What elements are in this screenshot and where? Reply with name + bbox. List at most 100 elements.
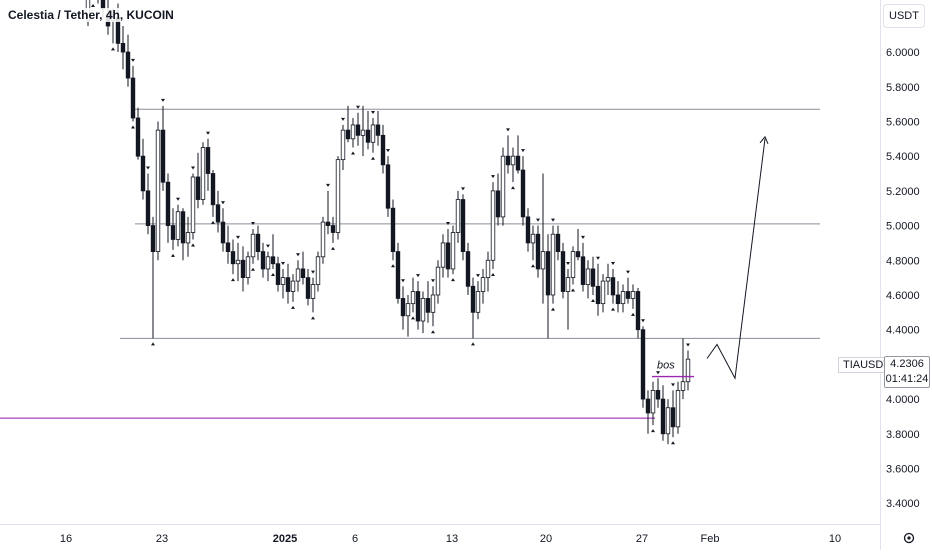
- pivot-high-marker: [551, 218, 555, 222]
- pivot-high-marker: [311, 270, 315, 274]
- candle-body: [320, 221, 326, 258]
- pivot-low-marker: [371, 156, 375, 160]
- candle: [280, 261, 286, 299]
- candle: [530, 225, 536, 268]
- candle: [435, 260, 441, 304]
- candle: [570, 246, 576, 292]
- candle-body: [610, 277, 616, 296]
- candle-body: [200, 147, 206, 200]
- candle: [605, 263, 611, 295]
- price-tick-label: 5.6000: [886, 116, 920, 128]
- candle-body: [465, 251, 471, 287]
- candle-body: [410, 291, 416, 305]
- pivot-high-marker: [626, 270, 630, 274]
- candle-body: [650, 389, 656, 414]
- candle: [190, 166, 196, 247]
- time-tick-label: Feb: [701, 533, 720, 545]
- candle-body: [600, 280, 606, 305]
- price-tick-label: 3.8000: [886, 429, 920, 441]
- pivot-high-marker: [641, 319, 645, 323]
- candle: [645, 390, 651, 434]
- pivot-high-marker: [431, 279, 435, 283]
- candle-body: [325, 221, 331, 226]
- candle-body: [480, 277, 486, 292]
- candle: [620, 284, 626, 313]
- pivot-low-marker: [331, 246, 335, 250]
- candle-body: [440, 242, 446, 268]
- candle: [120, 26, 126, 70]
- pivot-low-marker: [511, 186, 515, 190]
- candle: [515, 135, 521, 174]
- candle-body: [385, 164, 391, 209]
- candle-body: [380, 134, 386, 166]
- pivot-high-marker: [236, 235, 240, 239]
- pivot-low-marker: [531, 264, 535, 268]
- price-tick-label: 4.6000: [886, 290, 920, 302]
- symbol-title[interactable]: Celestia / Tether, 4h, KUCOIN: [6, 8, 176, 22]
- candle: [255, 225, 261, 261]
- candle-body: [335, 159, 341, 233]
- candle: [355, 105, 361, 146]
- candle: [160, 98, 166, 191]
- gear-icon[interactable]: [902, 531, 916, 545]
- candle-body: [215, 204, 221, 223]
- time-tick-label: 23: [156, 533, 168, 545]
- time-axis-border: [0, 524, 880, 525]
- axis-layer: 6.20006.00005.80005.60005.40005.20005.00…: [60, 12, 920, 545]
- candle: [560, 242, 566, 299]
- candle: [585, 260, 591, 299]
- candle: [305, 268, 311, 306]
- candle-body: [635, 291, 641, 331]
- price-tick-label: 5.2000: [886, 186, 920, 198]
- candle: [140, 138, 146, 200]
- pivot-low-marker: [251, 267, 255, 271]
- candle-body: [125, 51, 131, 79]
- pivot-low-marker: [311, 316, 315, 320]
- candle-body: [540, 251, 546, 270]
- candle-body: [495, 190, 501, 218]
- pivot-low-marker: [571, 288, 575, 292]
- candle: [330, 216, 336, 250]
- pivot-high-marker: [221, 201, 225, 205]
- candle-body: [210, 173, 216, 206]
- candle: [350, 117, 356, 155]
- candle: [125, 34, 131, 87]
- candle: [555, 225, 561, 261]
- candle-body: [665, 407, 671, 435]
- candle: [215, 190, 221, 233]
- candle-body: [225, 242, 231, 252]
- candle: [415, 274, 421, 330]
- candle-body: [525, 216, 531, 244]
- candle: [545, 234, 551, 339]
- candle: [300, 251, 306, 285]
- candle-body: [280, 277, 286, 285]
- candle: [245, 251, 251, 285]
- candle-body: [315, 256, 321, 285]
- pivot-low-marker: [91, 4, 95, 7]
- price-tick-label: 5.8000: [886, 82, 920, 94]
- candle: [455, 190, 461, 243]
- candle: [525, 208, 531, 252]
- candle-body: [405, 303, 411, 317]
- candle: [610, 261, 616, 311]
- candle-body: [455, 199, 461, 233]
- candle-body: [350, 124, 356, 140]
- candle-body: [235, 259, 241, 265]
- price-tick-label: 3.6000: [886, 463, 920, 475]
- candle: [130, 58, 136, 129]
- candle-body: [310, 284, 316, 299]
- candle: [535, 218, 541, 278]
- candle: [320, 216, 326, 264]
- currency-selector[interactable]: USDT: [883, 4, 925, 28]
- candle: [390, 199, 396, 268]
- pivot-high-marker: [416, 274, 420, 278]
- candle-body: [605, 277, 611, 282]
- pivot-low-marker: [191, 243, 195, 247]
- pivot-low-marker: [651, 429, 655, 433]
- candle: [445, 222, 451, 278]
- pivot-low-marker: [131, 125, 135, 129]
- candle-body: [375, 124, 381, 136]
- candle: [490, 175, 496, 276]
